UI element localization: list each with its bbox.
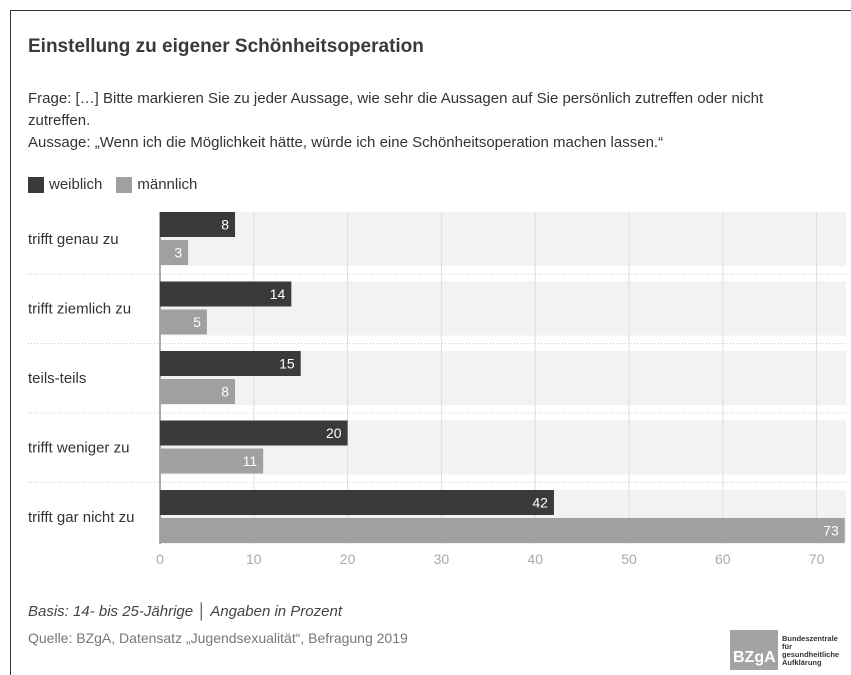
x-tick-label: 20 (340, 551, 356, 567)
logo-line-3: gesundheitliche (782, 650, 840, 659)
bar-value-label: 8 (221, 217, 229, 233)
bar-maennlich (160, 518, 845, 543)
bar-value-label: 14 (270, 286, 286, 302)
frame-left-line (10, 10, 11, 675)
bar-maennlich (160, 309, 207, 335)
legend-item-weiblich: weiblich (28, 176, 102, 193)
basis-note: Basis: 14- bis 25-Jährige │ Angaben in P… (28, 603, 342, 620)
category-label: teils-teils (28, 370, 86, 387)
bar-value-label: 20 (326, 425, 342, 441)
statement-line: Aussage: „Wenn ich die Möglichkeit hätte… (28, 134, 664, 151)
x-tick-label: 50 (621, 551, 637, 567)
logo-line-4: Aufklärung (782, 658, 822, 667)
legend: weiblich männlich (28, 176, 211, 193)
x-tick-label: 40 (527, 551, 543, 567)
question-line-1: Frage: […] Bitte markieren Sie zu jeder … (28, 90, 764, 107)
logo-line-2: für (782, 642, 792, 651)
frame-top-line (10, 10, 851, 11)
legend-swatch-weiblich (28, 176, 44, 193)
bar-maennlich (160, 448, 264, 474)
bar-weiblich (160, 490, 554, 515)
x-tick-label: 70 (809, 551, 825, 567)
bar-weiblich (160, 281, 292, 307)
bar-value-label: 8 (221, 384, 229, 400)
legend-label-weiblich: weiblich (49, 176, 103, 193)
legend-swatch-maennlich (116, 176, 133, 193)
bar-maennlich (160, 240, 189, 265)
logo-line-1: Bundeszentrale (782, 634, 838, 643)
legend-label-maennlich: männlich (137, 176, 198, 193)
x-tick-label: 10 (246, 551, 262, 567)
bar-weiblich (160, 351, 301, 376)
bar-weiblich (160, 212, 236, 237)
question-text: Frage: […] Bitte markieren Sie zu jeder … (28, 88, 843, 154)
x-tick-label: 0 (156, 551, 164, 567)
bar-weiblich (160, 420, 348, 446)
source-note: Quelle: BZgA, Datensatz „Jugendsexualitä… (28, 630, 408, 646)
x-tick-label: 60 (715, 551, 731, 567)
chart-title: Einstellung zu eigener Schönheitsoperati… (28, 36, 424, 57)
bar-value-label: 11 (243, 453, 258, 469)
question-line-2: zutreffen. (28, 112, 91, 129)
category-band (160, 212, 846, 266)
x-tick-label: 30 (434, 551, 450, 567)
bar-value-label: 15 (279, 356, 295, 372)
category-label: trifft ziemlich zu (28, 301, 131, 318)
bar-value-label: 3 (174, 245, 182, 261)
bar-chart: trifft genau zu 8 3 trifft ziemlich zu 14 5 te… (28, 212, 846, 567)
bzga-logo-mark: BZgA (730, 630, 778, 670)
category-label: trifft weniger zu (28, 440, 129, 457)
bar-maennlich (160, 379, 236, 404)
bar-value-label: 73 (823, 523, 839, 539)
bar-value-label: 5 (193, 314, 201, 330)
bzga-logo: BZgA Bundeszentrale für gesundheitliche … (730, 630, 839, 670)
bar-value-label: 42 (532, 495, 548, 511)
category-label: trifft gar nicht zu (28, 509, 134, 526)
category-label: trifft genau zu (28, 231, 119, 248)
bzga-logo-text: Bundeszentrale für gesundheitliche Aufkl… (782, 635, 839, 667)
legend-item-maennlich: männlich (116, 176, 197, 193)
